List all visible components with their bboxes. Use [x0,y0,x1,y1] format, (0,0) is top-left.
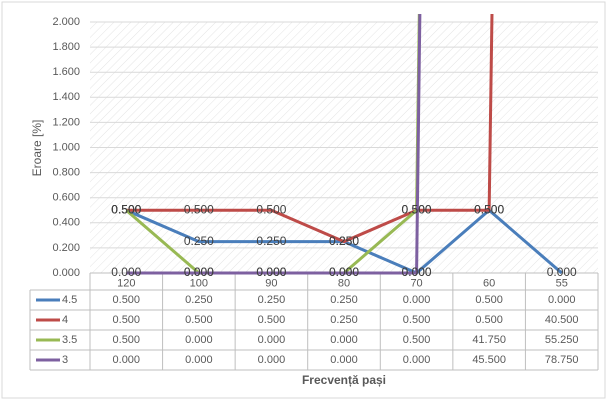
table-cell: 0.500 [185,314,213,326]
data-label: 0.250 [329,234,359,248]
data-label: 0.500 [111,202,141,216]
y-tick-label: 1.400 [52,91,80,103]
y-tick-label: 0.000 [52,267,80,279]
table-cell: 0.000 [113,354,141,366]
table-cell: 78.750 [545,354,579,366]
data-label: 0.500 [256,202,286,216]
table-cell: 0.500 [113,314,141,326]
x-tick-label: 100 [190,277,208,289]
y-tick-label: 1.000 [52,141,80,153]
data-label: 0.000 [111,265,141,279]
data-label: 0.250 [184,234,214,248]
legend-label: 3 [62,354,68,366]
table-cell: 0.000 [258,334,286,346]
data-label: 0.000 [184,265,214,279]
data-label: 0.000 [547,265,577,279]
table-cell: 55.250 [545,334,579,346]
table-cell: 45.500 [472,354,506,366]
table-cell: 0.000 [258,354,286,366]
data-label: 0.000 [184,265,214,279]
plot-lines: 0.500 0.250 0.250 0.250 0.000 0.500 0.000 0.500… [111,14,577,279]
x-tick-label: 80 [338,277,350,289]
data-label: 0.000 [402,265,432,279]
legend-label: 4.5 [62,294,77,306]
y-tick-label: 0.800 [52,167,80,179]
table-cell: 0.500 [475,294,503,306]
data-label: 0.500 [474,202,504,216]
y-tick-label: 1.200 [52,116,80,128]
table-cell: 0.500 [403,314,431,326]
table-cell: 0.500 [113,334,141,346]
y-tick-label: 2.000 [52,16,80,28]
data-label: 0.500 [402,202,432,216]
table-cell: 0.500 [113,294,141,306]
x-axis-title: Frecvență pași [302,373,386,387]
data-label: 0.000 [402,265,432,279]
table-cell: 0.250 [185,294,213,306]
series-line [126,14,422,275]
table-cell: 0.500 [475,314,503,326]
table-cell: 0.000 [185,334,213,346]
x-tick-label: 70 [410,277,422,289]
table-cell: 0.500 [258,314,286,326]
y-tick-label: 0.200 [52,242,80,254]
y-tick-label: 1.800 [52,41,80,53]
legend-label: 4 [62,314,68,326]
data-label: 0.000 [256,265,286,279]
table-cell: 0.250 [330,294,358,306]
table-cell: 0.000 [403,354,431,366]
data-label: 0.500 [184,202,214,216]
table-cell: 41.750 [472,334,506,346]
x-tick-label: 60 [483,277,495,289]
y-axis-title: Eroare [%] [30,120,44,177]
x-tick-label: 120 [117,277,135,289]
table-cell: 0.000 [403,294,431,306]
table-cell: 0.000 [330,354,358,366]
series-line [126,14,494,244]
table-cell: 0.000 [185,354,213,366]
x-tick-label: 55 [556,277,568,289]
table-cell: 0.000 [548,294,576,306]
data-label: 0.500 [111,202,141,216]
data-label: 0.250 [256,234,286,248]
table-cell: 0.500 [403,334,431,346]
legend-label: 3.5 [62,334,77,346]
data-label: 0.500 [402,202,432,216]
table-cell: 0.250 [258,294,286,306]
data-label: 0.000 [329,265,359,279]
y-tick-label: 0.400 [52,217,80,229]
y-tick-label: 1.600 [52,66,80,78]
table-cell: 0.250 [330,314,358,326]
data-label: 0.000 [329,265,359,279]
data-label: 0.500 [474,202,504,216]
data-label: 0.000 [256,265,286,279]
data-label: 0.500 [111,202,141,216]
table-cell: 0.000 [330,334,358,346]
table-cell: 40.500 [545,314,579,326]
data-label: 0.250 [329,234,359,248]
y-tick-label: 0.600 [52,192,80,204]
x-tick-label: 90 [265,277,277,289]
